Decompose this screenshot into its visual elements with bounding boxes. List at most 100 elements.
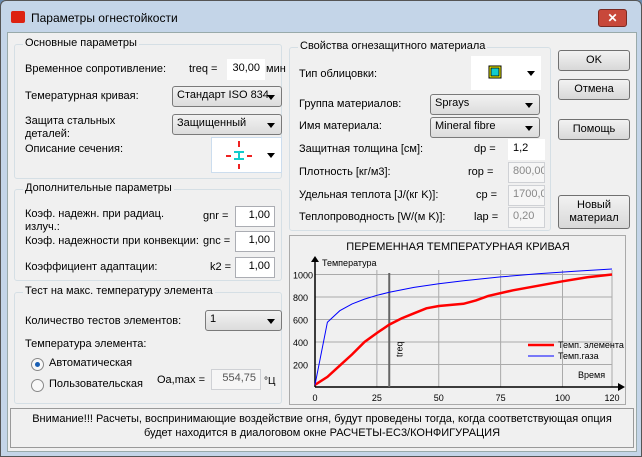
series-line-1 [314, 268, 613, 385]
lap-label: lap = [474, 211, 499, 223]
time-label: Временное сопротивление: [25, 63, 167, 75]
section-label: Описание сечения: [25, 143, 124, 155]
section-select[interactable] [211, 137, 282, 173]
gnr-label: gnr = [203, 210, 229, 222]
user-radio[interactable] [31, 379, 44, 392]
oa-unit: °Ц [264, 376, 276, 387]
new-material-button[interactable]: Новый материал [558, 195, 630, 229]
chevron-down-icon [267, 319, 275, 324]
cancel-button[interactable]: Отмена [558, 79, 630, 100]
gnc-label: gnc = [203, 235, 231, 247]
user-label: Пользовательская [49, 378, 144, 390]
treq-unit: мин [266, 63, 286, 75]
y-tick-label: 1000 [293, 271, 313, 281]
close-button[interactable]: ✕ [598, 9, 627, 27]
additional-params-group: Дополнительные параметры Коэф. надежн. п… [14, 182, 282, 281]
rop-input[interactable]: 800,00 [508, 162, 545, 183]
x-tick-label: 0 [312, 393, 317, 403]
basic-params-group: Основные параметры Временное сопротивлен… [14, 37, 286, 179]
group-value: Sprays [435, 97, 470, 109]
x-axis-arrow-icon [618, 383, 625, 391]
dp-input[interactable]: 1,2 [508, 139, 545, 160]
count-select[interactable]: 1 [205, 310, 282, 331]
curve-value: Стандарт ISO 834 [177, 89, 269, 101]
material-name-value: Mineral fibre [435, 120, 496, 132]
curve-label: Темературная кривая: [25, 90, 139, 102]
protection-select[interactable]: Защищенный [172, 114, 282, 135]
y-tick-label: 200 [293, 361, 308, 371]
treq-input[interactable]: 30,00 [227, 59, 265, 80]
oa-label: Оa,max = [157, 374, 205, 386]
x-tick-label: 25 [372, 393, 382, 403]
dp-label: dp = [474, 143, 496, 155]
temperature-chart: ПЕРЕМЕННАЯ ТЕМПЕРАТУРНАЯ КРИВАЯ Температу… [289, 235, 626, 405]
treq-marker-label: treq [394, 341, 404, 357]
auto-radio[interactable] [31, 358, 44, 371]
rop-label: rop = [468, 166, 494, 178]
max-temp-group: Тест на макс. температуру элемента Колич… [14, 285, 282, 404]
rad-label: Коэф. надежн. при радиац. излуч.: [25, 208, 164, 233]
material-group: Свойства огнезащитного материала Тип обл… [289, 40, 551, 231]
group-title: Свойства огнезащитного материала [298, 40, 488, 52]
treq-label: treq = [189, 63, 218, 75]
k2-label: k2 = [210, 261, 232, 273]
y-axis-arrow-icon [311, 256, 319, 262]
chevron-down-icon [267, 123, 275, 128]
y-tick-label: 600 [293, 316, 308, 326]
group-title: Тест на макс. температуру элемента [23, 285, 215, 297]
lap-input[interactable]: 0,20 [508, 207, 545, 228]
x-axis-label: Время [578, 370, 605, 380]
oa-input[interactable]: 554,75 [211, 369, 261, 390]
chart-title: ПЕРЕМЕННАЯ ТЕМПЕРАТУРНАЯ КРИВАЯ [346, 241, 569, 253]
heat-label: Удельная теплота [J/(кг K)]: [299, 189, 439, 201]
conv-label: Коэф. надежности при конвекции: [25, 235, 199, 247]
x-tick-label: 120 [604, 393, 619, 403]
group-title: Дополнительные параметры [23, 182, 174, 194]
adapt-label: Коэффициент адаптации: [25, 261, 158, 273]
series-line-0 [314, 273, 613, 386]
legend-label-0: Темп. элемента [558, 340, 624, 350]
app-icon [11, 11, 25, 23]
x-tick-label: 50 [434, 393, 444, 403]
cond-label: Теплопроводность [W/(м K)]: [299, 211, 446, 223]
chart-svg: ПЕРЕМЕННАЯ ТЕМПЕРАТУРНАЯ КРИВАЯ Температу… [293, 241, 625, 403]
protection-value: Защищенный [177, 117, 247, 129]
cp-input[interactable]: 1700,0 [508, 185, 545, 206]
name-label: Имя материала: [299, 120, 382, 132]
chevron-down-icon [267, 95, 275, 100]
protection-label: Защита стальных деталей: [25, 115, 116, 140]
cladding-select[interactable] [471, 56, 541, 90]
chevron-down-icon [267, 153, 275, 158]
title-bar: Параметры огнестойкости ✕ [1, 1, 641, 33]
y-tick-label: 800 [293, 293, 308, 303]
gnr-input[interactable]: 1,00 [235, 206, 275, 227]
count-label: Количество тестов элементов: [25, 315, 182, 327]
chevron-down-icon [527, 71, 535, 76]
y-tick-label: 400 [293, 338, 308, 348]
y-axis-label: Температура [322, 258, 377, 268]
group-title: Основные параметры [23, 37, 139, 49]
cladding-label: Тип облицовки: [299, 68, 378, 80]
count-value: 1 [210, 313, 217, 325]
thick-label: Защитная толщина [см]: [299, 143, 424, 155]
status-message: Внимание!!! Расчеты, воспринимающие возд… [10, 408, 634, 448]
group-select[interactable]: Sprays [430, 94, 540, 115]
gnc-input[interactable]: 1,00 [235, 231, 275, 252]
status-text: Внимание!!! Расчеты, воспринимающие возд… [32, 413, 612, 439]
curve-select[interactable]: Стандарт ISO 834 [172, 86, 282, 107]
ibeam-section-icon [226, 141, 252, 169]
chevron-down-icon [525, 126, 533, 131]
cp-label: cp = [476, 189, 498, 201]
help-button[interactable]: Помощь [558, 119, 630, 140]
legend-label-1: Темп.газа [558, 351, 599, 361]
window-title: Параметры огнестойкости [31, 11, 178, 25]
k2-input[interactable]: 1,00 [235, 257, 275, 278]
group-label: Группа материалов: [299, 98, 402, 110]
cladding-type-icon [488, 65, 502, 79]
ok-button[interactable]: OK [558, 50, 630, 71]
material-name-select[interactable]: Mineral fibre [430, 117, 540, 138]
x-tick-label: 75 [496, 393, 506, 403]
density-label: Плотность [кг/м3]: [299, 166, 391, 178]
auto-label: Автоматическая [49, 357, 133, 369]
